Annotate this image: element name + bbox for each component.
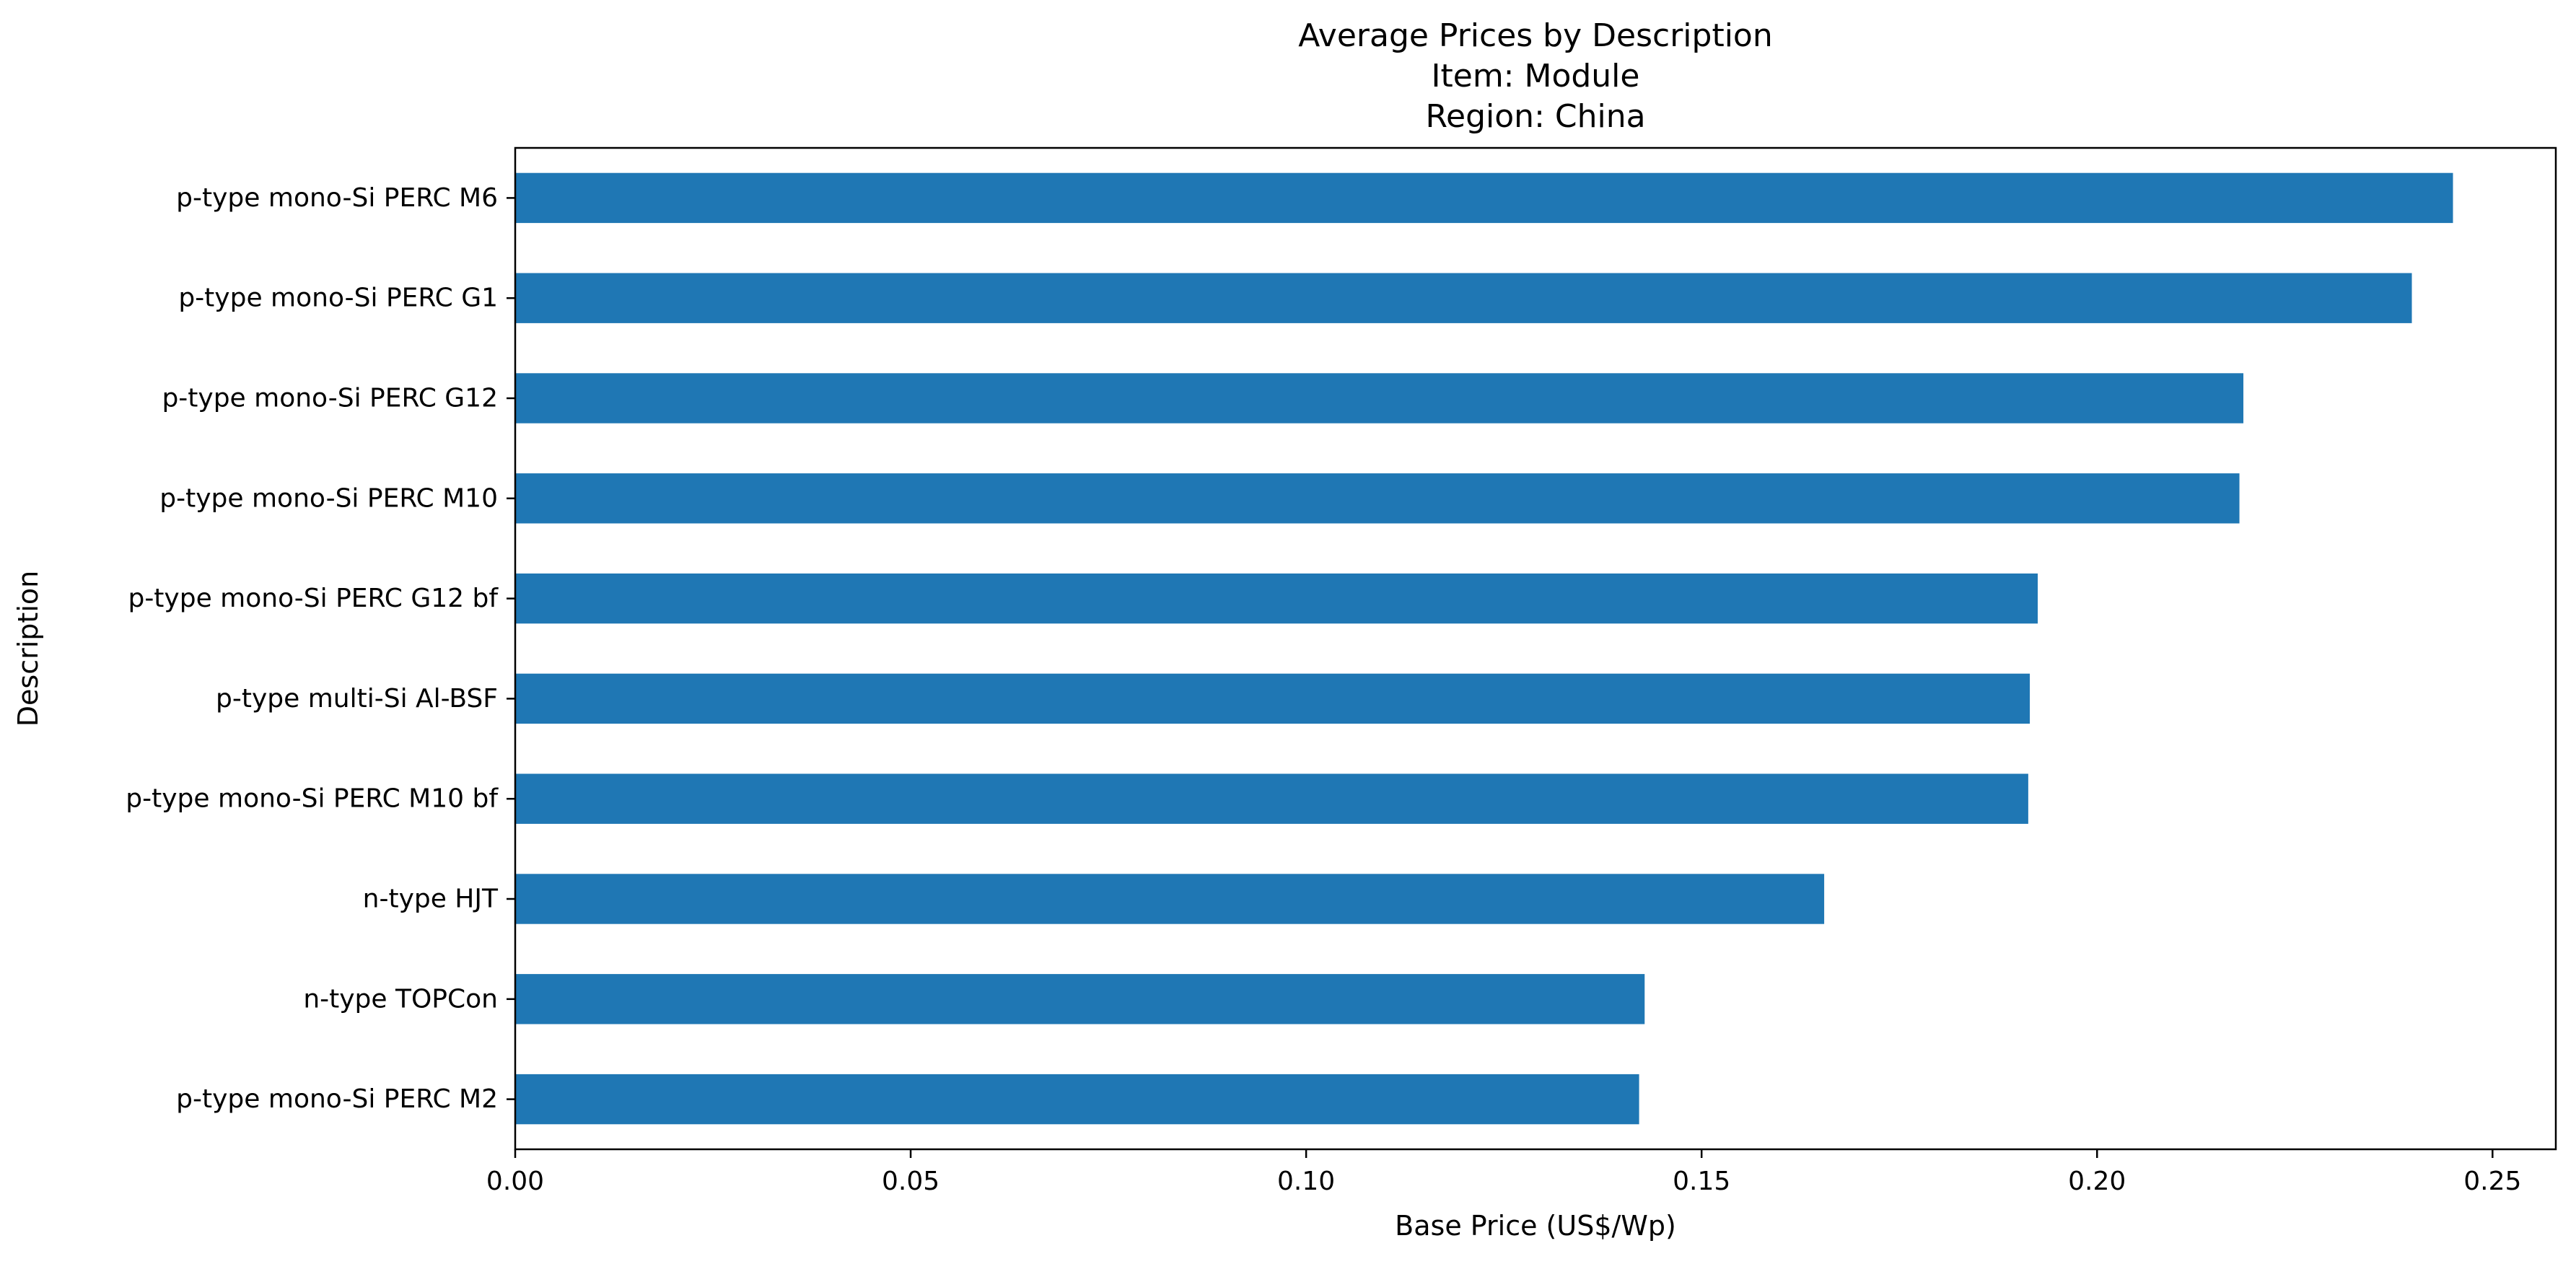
y-tick-label: p-type mono-Si PERC G12 bf xyxy=(128,584,499,613)
bar xyxy=(515,373,2244,423)
bar xyxy=(515,1074,1639,1125)
x-tick-label: 0.00 xyxy=(486,1167,544,1196)
bar xyxy=(515,273,2412,323)
bar xyxy=(515,473,2240,524)
bar xyxy=(515,573,2038,624)
y-tick-label: p-type mono-Si PERC M2 xyxy=(176,1084,498,1114)
plot-frame xyxy=(514,146,2557,1151)
bars-group xyxy=(515,172,2453,1125)
y-tick-label: p-type mono-Si PERC M10 xyxy=(159,483,498,513)
x-tick-label: 0.05 xyxy=(882,1167,939,1196)
bar xyxy=(515,773,2028,824)
chart-title: Average Prices by Description Item: Modul… xyxy=(1298,17,1772,135)
x-tick-label: 0.25 xyxy=(2463,1167,2521,1196)
chart-title-line: Item: Module xyxy=(1432,58,1640,95)
y-tick-label: n-type HJT xyxy=(363,885,499,914)
y-axis-ticks: p-type mono-Si PERC M6 p-type mono-Si PER… xyxy=(126,183,515,1114)
chart-title-line: Region: China xyxy=(1425,98,1645,135)
x-tick-label: 0.15 xyxy=(1673,1167,1730,1196)
y-tick-label: p-type mono-Si PERC G12 xyxy=(162,384,498,413)
x-tick-label: 0.20 xyxy=(2068,1167,2126,1196)
chart-title-line: Average Prices by Description xyxy=(1298,17,1772,54)
bar xyxy=(515,172,2453,224)
y-tick-label: p-type multi-Si Al-BSF xyxy=(216,684,498,714)
bar xyxy=(515,673,2030,724)
x-axis-ticks: 0.00 0.05 0.10 0.15 0.20 0.25 xyxy=(486,1149,2521,1196)
x-axis-label: Base Price (US$/Wp) xyxy=(1395,1210,1676,1242)
bar xyxy=(515,974,1645,1024)
y-tick-label: p-type mono-Si PERC M10 bf xyxy=(126,784,499,814)
bar xyxy=(515,874,1825,924)
y-tick-label: p-type mono-Si PERC M6 xyxy=(176,183,498,213)
x-tick-label: 0.10 xyxy=(1277,1167,1335,1196)
y-tick-label: p-type mono-Si PERC G1 xyxy=(178,284,498,313)
y-axis-label: Description xyxy=(12,571,44,727)
y-tick-label: n-type TOPCon xyxy=(303,984,498,1014)
